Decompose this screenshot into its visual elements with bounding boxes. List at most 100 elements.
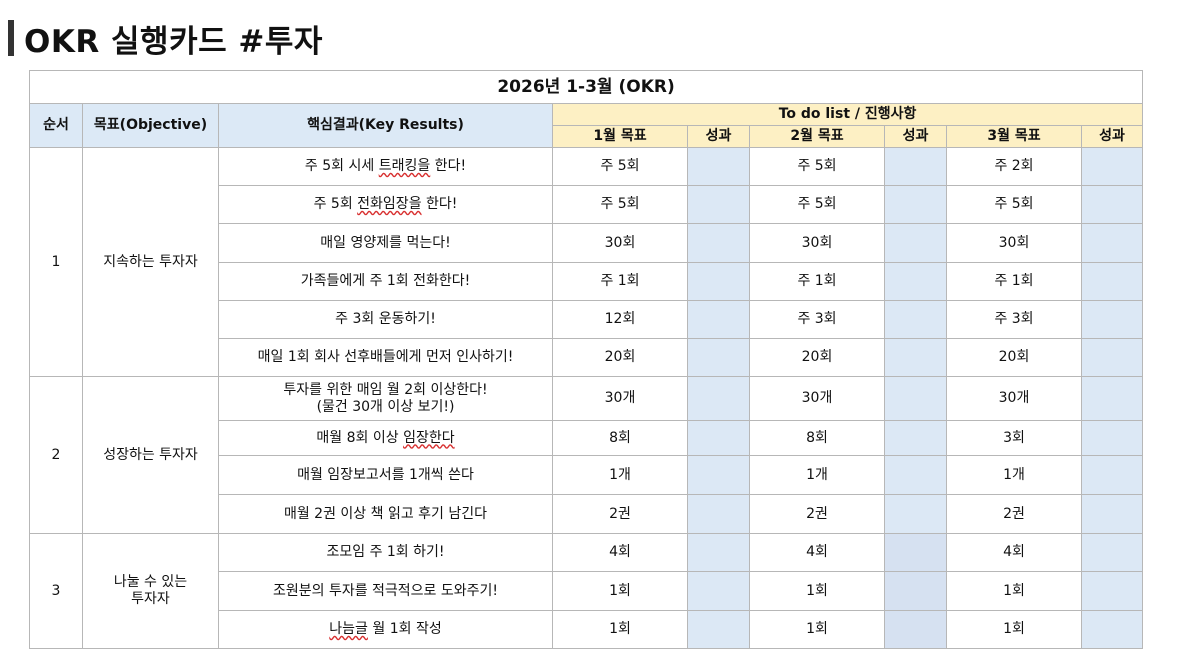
m1-result-cell[interactable] (687, 338, 750, 377)
okr-table: 2026년 1-3월 (OKR) 순서 목표(Objective) 핵심결과(K… (28, 70, 1144, 649)
m2-result-cell[interactable] (884, 147, 947, 186)
key-result-cell: 매월 2권 이상 책 읽고 후기 남긴다 (218, 494, 553, 534)
m1-goal-cell: 주 1회 (552, 262, 688, 301)
spellcheck-underlined-word: 임장한다 (403, 429, 455, 446)
m3-result-cell[interactable] (1080, 147, 1144, 186)
table-row: 2 성장하는 투자자 투자를 위한 매임 월 2회 이상한다! (물건 30개 이… (29, 376, 1144, 534)
table-row: 매월 2권 이상 책 읽고 후기 남긴다 2권 2권 2권 (30, 494, 1144, 534)
m3-goal-cell: 1회 (946, 571, 1082, 611)
m3-goal-cell: 주 1회 (946, 262, 1082, 301)
title-accent-bar (8, 20, 14, 56)
table-row: 매일 1회 회사 선후배들에게 먼저 인사하기! 20회 20회 20회 (30, 338, 1144, 377)
m3-result-cell[interactable] (1080, 338, 1144, 377)
objective-cell: 성장하는 투자자 (82, 376, 219, 534)
m2-goal-cell: 주 5회 (749, 147, 885, 186)
col-header-objective: 목표(Objective) (82, 103, 219, 148)
m1-result-cell[interactable] (687, 262, 750, 301)
m1-result-cell[interactable] (687, 376, 750, 421)
m3-goal-cell: 30회 (946, 223, 1082, 263)
m2-result-cell[interactable] (884, 571, 947, 611)
m2-result-cell[interactable] (884, 494, 947, 534)
table-row: 3 나눌 수 있는 투자자 조모임 주 1회 하기! 4회 4회 4회 (29, 533, 1144, 649)
col-header-m2-goal: 2월 목표 (749, 125, 885, 148)
m3-goal-cell: 30개 (946, 376, 1082, 421)
m2-goal-cell: 주 3회 (749, 300, 885, 339)
objective-cell: 지속하는 투자자 (82, 147, 219, 377)
key-result-cell: 매일 1회 회사 선후배들에게 먼저 인사하기! (218, 338, 553, 377)
key-result-cell: 조원분의 투자를 적극적으로 도와주기! (218, 571, 553, 611)
m1-goal-cell: 2권 (552, 494, 688, 534)
table-row: 매일 영양제를 먹는다! 30회 30회 30회 (30, 223, 1144, 263)
m2-result-cell[interactable] (884, 338, 947, 377)
key-result-cell: 가족들에게 주 1회 전화한다! (218, 262, 553, 301)
m1-result-cell[interactable] (687, 420, 750, 456)
m1-goal-cell: 1개 (552, 455, 688, 495)
m1-result-cell[interactable] (687, 494, 750, 534)
m1-goal-cell: 주 5회 (552, 147, 688, 186)
m3-result-cell[interactable] (1080, 533, 1144, 572)
m2-result-cell[interactable] (884, 262, 947, 301)
objective-cell: 나눌 수 있는 투자자 (82, 533, 219, 649)
col-header-m3-result: 성과 (1080, 125, 1144, 148)
m2-result-cell[interactable] (884, 610, 947, 649)
m2-result-cell[interactable] (884, 376, 947, 421)
m1-goal-cell: 30회 (552, 223, 688, 263)
m2-goal-cell: 1개 (749, 455, 885, 495)
m3-goal-cell: 2권 (946, 494, 1082, 534)
m3-result-cell[interactable] (1080, 571, 1144, 611)
table-row: 1 지속하는 투자자 주 5회 시세 트래킹을 한다! 주 5회 주 5회 주 … (29, 147, 1144, 377)
col-header-m2-result: 성과 (884, 125, 947, 148)
col-header-m1-goal: 1월 목표 (552, 125, 688, 148)
m2-result-cell[interactable] (884, 185, 947, 224)
m2-goal-cell: 주 5회 (749, 185, 885, 224)
m2-result-cell[interactable] (884, 300, 947, 339)
m2-goal-cell: 1회 (749, 610, 885, 649)
spellcheck-underlined-word: 트래킹을 (378, 158, 431, 174)
m2-goal-cell: 30회 (749, 223, 885, 263)
group-order-cell: 1 (29, 147, 83, 377)
group-order-cell: 2 (29, 376, 83, 534)
m1-result-cell[interactable] (687, 223, 750, 263)
table-row: 나늠글 월 1회 작성 1회 1회 1회 (30, 610, 1144, 649)
m2-goal-cell: 4회 (749, 533, 885, 572)
m3-goal-cell: 주 3회 (946, 300, 1082, 339)
table-row: 매월 임장보고서를 1개씩 쓴다 1개 1개 1개 (30, 455, 1144, 495)
col-header-todo: To do list / 진행사항 (551, 103, 1144, 126)
m1-result-cell[interactable] (687, 533, 750, 572)
m1-result-cell[interactable] (687, 610, 750, 649)
m1-goal-cell: 1회 (552, 610, 688, 649)
m3-result-cell[interactable] (1080, 494, 1144, 534)
m1-result-cell[interactable] (687, 185, 750, 224)
m3-result-cell[interactable] (1080, 376, 1144, 421)
m2-goal-cell: 30개 (749, 376, 885, 421)
key-result-cell: 투자를 위한 매임 월 2회 이상한다! (물건 30개 이상 보기!) (218, 376, 553, 421)
m3-result-cell[interactable] (1080, 455, 1144, 495)
m3-result-cell[interactable] (1080, 420, 1144, 456)
m2-result-cell[interactable] (884, 223, 947, 263)
m1-result-cell[interactable] (687, 455, 750, 495)
m1-goal-cell: 주 5회 (552, 185, 688, 224)
m2-result-cell[interactable] (884, 533, 947, 572)
m3-result-cell[interactable] (1080, 262, 1144, 301)
m3-goal-cell: 1회 (946, 610, 1082, 649)
m2-result-cell[interactable] (884, 455, 947, 495)
m3-goal-cell: 주 5회 (946, 185, 1082, 224)
m3-result-cell[interactable] (1080, 610, 1144, 649)
m1-goal-cell: 20회 (552, 338, 688, 377)
m1-result-cell[interactable] (687, 147, 750, 186)
m2-result-cell[interactable] (884, 420, 947, 456)
m2-goal-cell: 20회 (749, 338, 885, 377)
key-result-cell: 나늠글 월 1회 작성 (218, 610, 553, 649)
key-result-cell: 매일 영양제를 먹는다! (218, 223, 553, 263)
table-row: 조원분의 투자를 적극적으로 도와주기! 1회 1회 1회 (30, 571, 1144, 611)
group-order-cell: 3 (29, 533, 83, 649)
m3-goal-cell: 4회 (946, 533, 1082, 572)
m1-result-cell[interactable] (687, 300, 750, 339)
m3-result-cell[interactable] (1080, 185, 1144, 224)
col-header-key-results: 핵심결과(Key Results) (218, 103, 553, 148)
m3-result-cell[interactable] (1080, 300, 1144, 339)
m3-goal-cell: 3회 (946, 420, 1082, 456)
m1-goal-cell: 8회 (552, 420, 688, 456)
m1-result-cell[interactable] (687, 571, 750, 611)
m3-result-cell[interactable] (1080, 223, 1144, 263)
